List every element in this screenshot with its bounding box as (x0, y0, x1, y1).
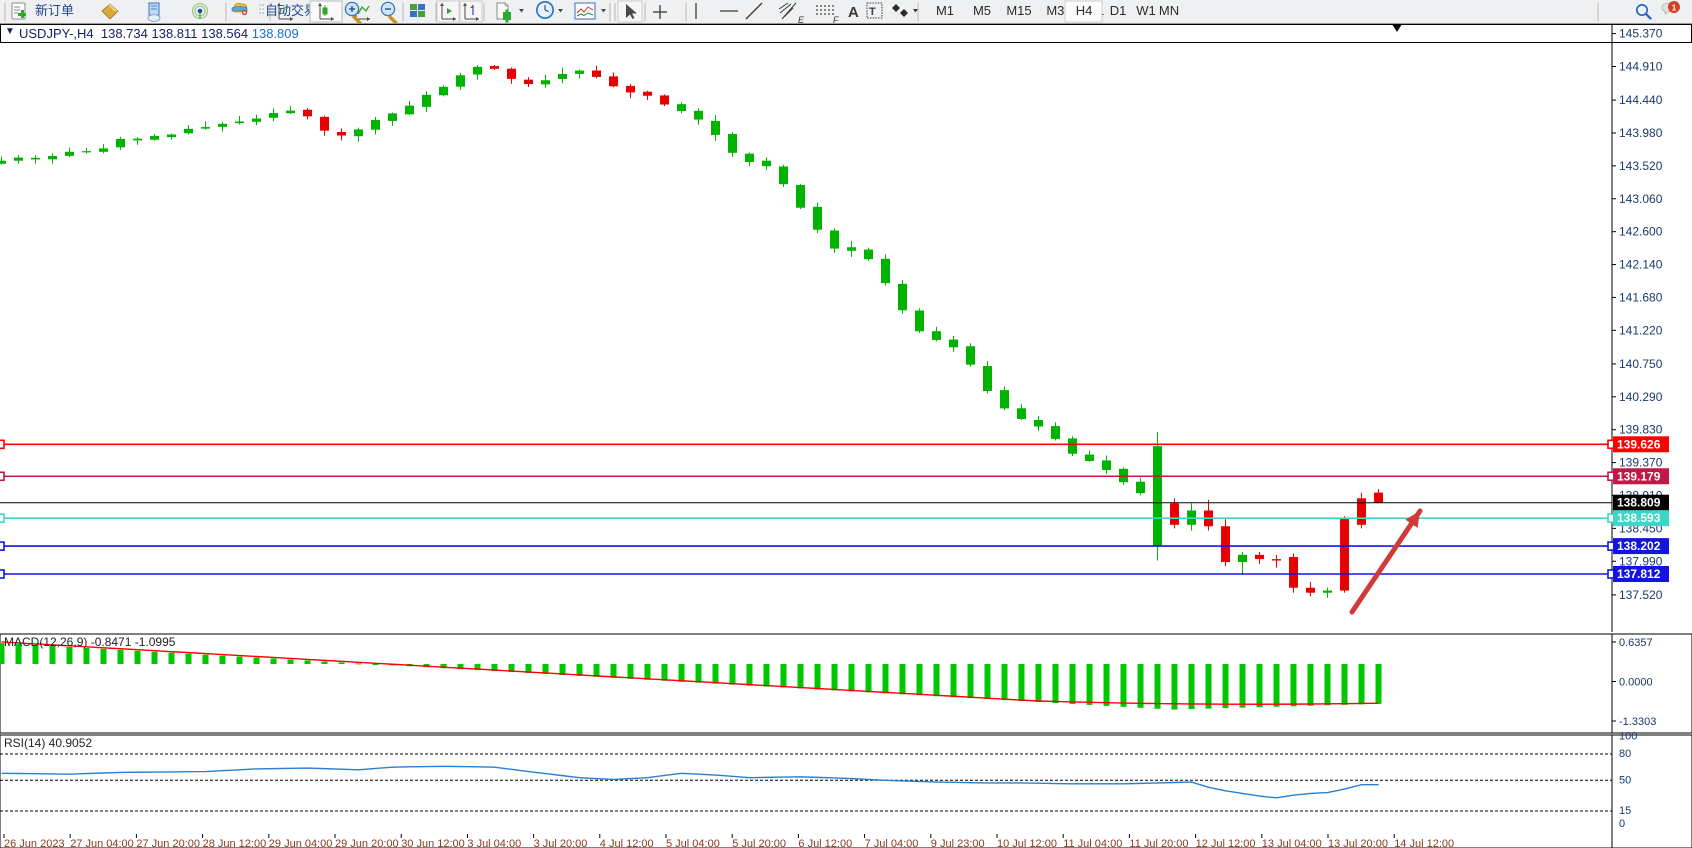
svg-text:自动交易: 自动交易 (265, 0, 317, 19)
svg-text:5 Jul 04:00: 5 Jul 04:00 (666, 838, 720, 848)
svg-text:13 Jul 20:00: 13 Jul 20:00 (1328, 838, 1388, 848)
svg-text:50: 50 (1619, 774, 1631, 786)
svg-text:28 Jun 12:00: 28 Jun 12:00 (203, 838, 267, 848)
svg-text:9 Jul 23:00: 9 Jul 23:00 (931, 838, 985, 848)
svg-text:W1: W1 (1136, 3, 1156, 18)
svg-text:7 Jul 04:00: 7 Jul 04:00 (865, 838, 919, 848)
svg-text:27 Jun 20:00: 27 Jun 20:00 (136, 838, 200, 848)
svg-text:26 Jun 2023: 26 Jun 2023 (4, 838, 65, 848)
svg-text:4 Jul 12:00: 4 Jul 12:00 (600, 838, 654, 848)
svg-text:29 Jun 04:00: 29 Jun 04:00 (269, 838, 333, 848)
svg-text:100: 100 (1619, 730, 1637, 742)
svg-text:A: A (848, 4, 859, 21)
svg-text:5 Jul 20:00: 5 Jul 20:00 (732, 838, 786, 848)
svg-text:80: 80 (1619, 748, 1631, 760)
svg-text:15: 15 (1619, 805, 1631, 817)
svg-text:E: E (798, 15, 805, 24)
svg-text:14 Jul 12:00: 14 Jul 12:00 (1394, 838, 1454, 848)
svg-text:27 Jun 04:00: 27 Jun 04:00 (70, 838, 134, 848)
svg-text:M1: M1 (936, 3, 954, 18)
svg-text:新订单: 新订单 (35, 0, 74, 19)
svg-text:29 Jun 20:00: 29 Jun 20:00 (335, 838, 399, 848)
svg-text:D1: D1 (1110, 3, 1127, 18)
svg-text:MN: MN (1159, 3, 1179, 18)
svg-text:F: F (833, 15, 839, 24)
svg-text:11 Jul 20:00: 11 Jul 20:00 (1129, 838, 1188, 848)
svg-text:H4: H4 (1076, 3, 1093, 18)
svg-text:RSI(14) 40.9052: RSI(14) 40.9052 (4, 736, 92, 750)
svg-text:M5: M5 (973, 3, 991, 18)
svg-text:11 Jul 04:00: 11 Jul 04:00 (1063, 838, 1122, 848)
svg-text:10 Jul 12:00: 10 Jul 12:00 (997, 838, 1057, 848)
svg-text:T: T (869, 6, 876, 18)
svg-text:3 Jul 20:00: 3 Jul 20:00 (534, 838, 588, 848)
svg-text:0: 0 (1619, 818, 1625, 830)
svg-text:30 Jun 12:00: 30 Jun 12:00 (401, 838, 465, 848)
svg-text:6 Jul 12:00: 6 Jul 12:00 (798, 838, 852, 848)
svg-text:3 Jul 04:00: 3 Jul 04:00 (467, 838, 521, 848)
svg-text:1: 1 (1672, 3, 1677, 12)
svg-text:13 Jul 04:00: 13 Jul 04:00 (1262, 838, 1322, 848)
svg-text:M15: M15 (1006, 3, 1031, 18)
svg-text:12 Jul 12:00: 12 Jul 12:00 (1196, 838, 1256, 848)
